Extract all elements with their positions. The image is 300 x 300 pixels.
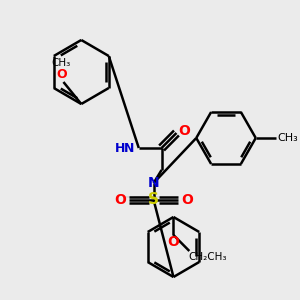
Text: N: N (124, 142, 134, 154)
Text: O: O (56, 68, 67, 80)
Text: CH₃: CH₃ (52, 58, 71, 68)
Text: S: S (148, 193, 159, 208)
Text: O: O (167, 235, 179, 249)
Text: CH₃: CH₃ (277, 133, 298, 143)
Text: CH₂CH₃: CH₂CH₃ (188, 252, 226, 262)
Text: N: N (148, 176, 160, 190)
Text: O: O (178, 124, 190, 138)
Text: H: H (115, 142, 125, 154)
Text: O: O (182, 193, 193, 207)
Text: O: O (114, 193, 126, 207)
